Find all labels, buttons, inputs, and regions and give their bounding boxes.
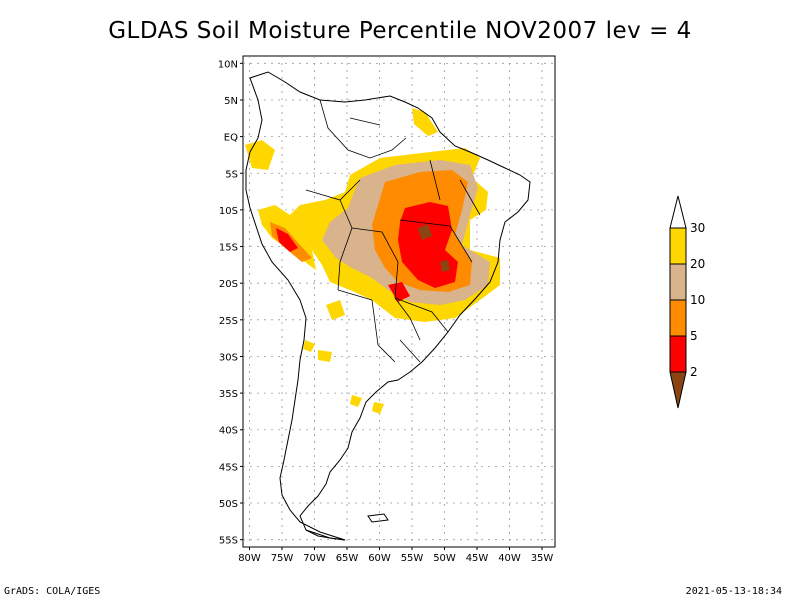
lat-tick-label: 45S (219, 462, 238, 473)
colorbar-top-arrow (669, 195, 687, 229)
colorbar-label: 5 (690, 329, 698, 343)
falklands (367, 513, 389, 523)
lat-tick-label: 55S (219, 536, 238, 547)
shade-red-west (276, 228, 298, 252)
lon-tick-label: 75W (271, 553, 294, 564)
colorbar-bottom-arrow (669, 371, 687, 409)
shade-yellow-south4 (372, 402, 384, 414)
lon-tick-label: 65W (336, 553, 359, 564)
lat-tick-label: 35S (219, 389, 238, 400)
tierra-del-fuego (305, 529, 346, 541)
lon-tick-label: 35W (531, 553, 554, 564)
footer-credit: GrADS: COLA/IGES (4, 586, 101, 597)
lat-tick-label: 40S (219, 426, 238, 437)
colorbar-segment (669, 335, 687, 373)
lon-tick-label: 40W (498, 553, 521, 564)
lat-tick-label: EQ (224, 133, 238, 144)
lat-tick-label: 5N (224, 96, 238, 107)
lon-tick-label: 60W (368, 553, 391, 564)
lat-tick-label: 25S (219, 316, 238, 327)
lat-tick-label: 5S (225, 169, 238, 180)
colorbar-segment (669, 299, 687, 337)
country-borders (305, 99, 481, 363)
colorbar-label: 20 (690, 257, 705, 271)
colorbar-label: 10 (690, 293, 705, 307)
lat-tick-label: 15S (219, 243, 238, 254)
shade-yellow-south2 (303, 340, 315, 352)
colorbar-segment (669, 227, 687, 265)
longitude-labels: 80W 75W 70W 65W 60W 55W 50W 45W 40W 35W (238, 547, 553, 564)
lat-tick-label: 50S (219, 499, 238, 510)
shade-yellow-guyana (412, 108, 438, 136)
lon-tick-label: 45W (466, 553, 489, 564)
shade-yellow-south3 (350, 395, 362, 407)
lon-tick-label: 55W (401, 553, 424, 564)
south-america-outline (245, 71, 531, 541)
lat-tick-label: 30S (219, 352, 238, 363)
shade-brown2 (440, 260, 450, 272)
footer-timestamp: 2021-05-13-18:34 (685, 586, 782, 597)
colorbar-label: 30 (690, 221, 705, 235)
shade-red-south (388, 282, 410, 302)
colorbar-segment (669, 263, 687, 301)
colorbar-label: 2 (690, 365, 698, 379)
lat-tick-label: 10S (219, 206, 238, 217)
latitude-labels: 10N 5N EQ 5S 10S 15S 20S 25S 30S 35S 40S 45S 50S 55S (218, 59, 243, 547)
chart-title: GLDAS Soil Moisture Percentile NOV2007 l… (108, 18, 692, 44)
shade-yellow-south1 (318, 350, 332, 362)
coastline (245, 71, 531, 541)
lon-tick-label: 50W (433, 553, 456, 564)
lat-tick-label: 10N (218, 59, 238, 70)
lat-tick-label: 20S (219, 279, 238, 290)
lon-tick-label: 80W (238, 553, 261, 564)
shade-brown (418, 224, 432, 240)
colorbar: 30 20 10 5 2 (669, 195, 705, 409)
shade-yellow-south5 (326, 300, 345, 320)
lon-tick-label: 70W (303, 553, 326, 564)
